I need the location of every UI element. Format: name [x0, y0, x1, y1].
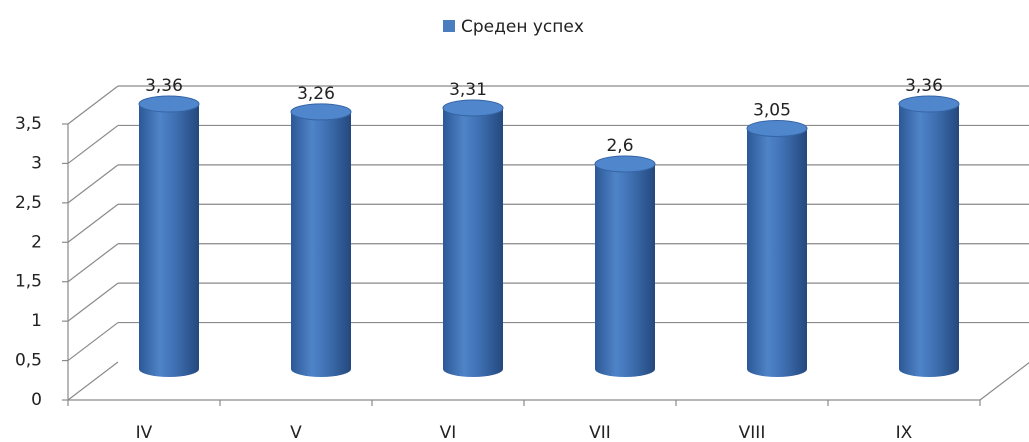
bar [595, 163, 655, 377]
bar-top [898, 95, 960, 113]
y-tick-label: 2 [31, 232, 42, 252]
data-label: 2,6 [606, 136, 633, 156]
bar [291, 111, 351, 377]
x-tick-label: IV [136, 423, 153, 442]
y-tick-label: 1,5 [15, 272, 42, 292]
grid-line [67, 85, 119, 125]
grid-line [67, 361, 119, 401]
data-label: 3,31 [449, 80, 487, 100]
grid-line [67, 243, 119, 283]
grid-line [67, 164, 119, 204]
y-tick-label: 0 [31, 390, 42, 410]
y-tick-label: 3,5 [15, 114, 42, 134]
y-tick-label: 2,5 [15, 193, 42, 213]
bar [747, 128, 807, 377]
y-tick-label: 3 [31, 153, 42, 173]
grid-line [67, 203, 119, 243]
data-label: 3,36 [905, 76, 943, 96]
bar [139, 104, 199, 377]
data-label: 3,36 [145, 76, 183, 96]
floor-edge [979, 362, 1029, 401]
bar-top [746, 119, 808, 137]
bar-top [290, 103, 352, 121]
x-tick-label: VIII [739, 423, 766, 442]
bar [443, 107, 503, 378]
x-tick-label: VII [589, 423, 611, 442]
grid-line [67, 124, 119, 164]
bar-top [138, 95, 200, 113]
y-tick-label: 0,5 [15, 351, 42, 371]
data-label: 3,05 [753, 100, 791, 120]
x-tick-label: IX [896, 423, 913, 442]
bar-top [442, 99, 504, 117]
grid-line [67, 282, 119, 322]
bar-top [594, 155, 656, 173]
x-tick-label: V [290, 423, 302, 442]
y-tick-label: 1 [31, 311, 42, 331]
x-tick-label: VI [440, 423, 457, 442]
bar [899, 104, 959, 377]
legend-label: Среден успех [461, 17, 584, 37]
legend-swatch [443, 20, 455, 32]
grid-line [67, 322, 119, 362]
data-label: 3,26 [297, 84, 335, 104]
